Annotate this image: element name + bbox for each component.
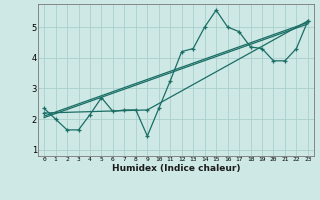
X-axis label: Humidex (Indice chaleur): Humidex (Indice chaleur) (112, 164, 240, 173)
